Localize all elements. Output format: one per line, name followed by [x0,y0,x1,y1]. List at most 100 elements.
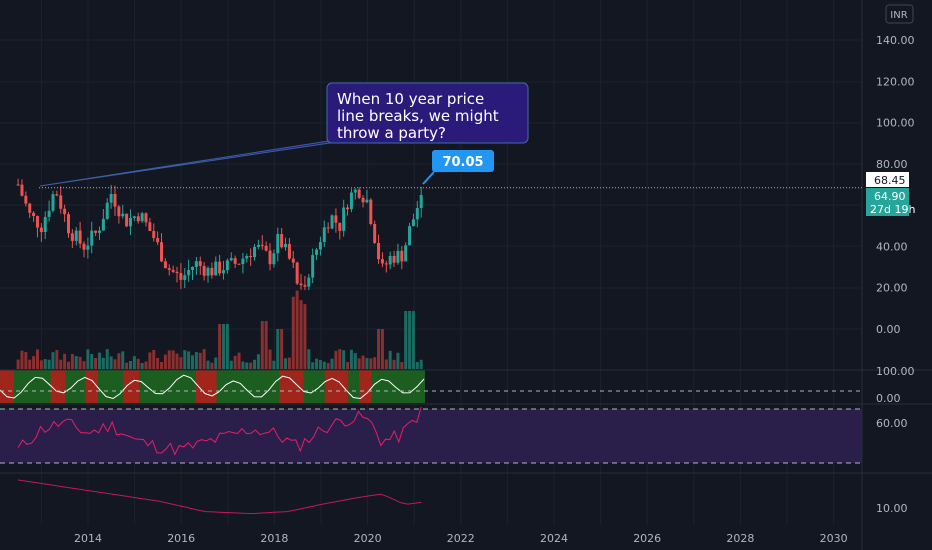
volume-bar [187,351,191,369]
volume-bar [287,357,291,369]
oscillator-band [279,370,304,403]
candle-body [20,184,24,196]
last-price-label: 64.90 [874,190,906,203]
volume-bar [218,324,222,369]
year-label: 2018 [260,532,288,545]
candle-body [16,184,20,186]
volume-bar [78,356,82,369]
candle-body [408,226,412,246]
volume-bar [260,321,264,369]
price-axis: 140.00 120.00 100.00 80.00 40.00 20.00 0.00 100… [876,34,915,515]
volume-bar [202,349,206,369]
candle-body [380,259,384,264]
candle-body [222,270,226,274]
candle-body [349,192,353,210]
year-label: 2028 [726,532,754,545]
price-tick-label: 40.00 [876,240,908,253]
candle-body [63,208,67,215]
volume-bar [35,349,39,369]
candle-body [109,193,113,203]
volume-bars [16,290,423,369]
volume-bar [349,349,353,369]
candle-body [132,216,136,218]
candle-body [342,207,346,231]
candle-body [39,227,43,233]
currency-button[interactable] [885,4,914,24]
volume-bar [39,360,43,369]
candle-body [225,260,229,271]
volume-bar [198,352,202,369]
candle-body [43,216,47,233]
candle-body [105,202,109,219]
volume-bar [284,358,288,369]
price-tick-label: 100.00 [876,117,915,130]
volume-bar [179,357,183,369]
candle-body [415,208,419,220]
candle-body [322,227,326,243]
candle-body [175,271,179,274]
year-label: 2016 [167,532,195,545]
oscillator-band [50,370,66,403]
volume-bar [415,361,419,369]
candle-body [280,234,284,248]
price-tick-label: 0.00 [876,323,901,336]
candle-body [361,197,365,203]
volume-bar [373,357,377,369]
volume-bar [156,357,160,369]
candle-body [47,210,51,217]
volume-bar [419,359,423,369]
oscillator-bands [0,370,372,403]
volume-bar [51,352,55,369]
volume-bar [357,358,361,369]
candle-body [256,244,260,247]
volume-bar [136,358,140,369]
volume-bar [295,290,299,369]
oscillator-pane [0,370,862,403]
candle-body [260,244,264,246]
volume-bar [229,360,233,369]
volume-bar [276,329,280,369]
candle-body [194,261,198,268]
volume-bar [117,353,121,369]
volume-bar [59,359,63,369]
volume-bar [148,352,152,369]
candle-body [253,246,257,258]
candle-body [334,215,338,223]
candle-body [90,230,94,246]
volume-bar [16,359,20,369]
candle-body [318,242,322,250]
candle-body [218,261,222,274]
resistance-label-bg [866,172,909,187]
volume-bar [140,362,144,369]
year-label: 2022 [447,532,475,545]
candle-body [144,213,148,223]
volume-bar [86,349,90,369]
callout-box[interactable] [326,82,529,144]
candle-body [404,245,408,262]
candle-body [82,243,86,250]
candles [16,178,423,291]
candle-body [299,283,303,286]
volume-bar [214,357,218,369]
candle-body [287,243,291,259]
volume-bar [160,362,164,369]
lower-pane [18,479,422,515]
price-bubble-text: 70.05 [442,155,483,170]
candle-body [125,213,129,227]
candle-body [163,261,167,269]
volume-bar [183,350,187,369]
volume-bar [268,349,272,369]
volume-bar [396,352,400,369]
volume-bar [237,352,241,369]
candle-body [136,216,140,222]
candle-body [373,224,377,243]
volume-bar [233,355,237,369]
volume-bar [94,357,98,369]
volume-bar [20,350,24,369]
candle-body [152,231,156,239]
candle-body [284,243,288,248]
volume-bar [408,311,412,369]
volume-bar [82,361,86,369]
volume-bar [125,362,129,369]
